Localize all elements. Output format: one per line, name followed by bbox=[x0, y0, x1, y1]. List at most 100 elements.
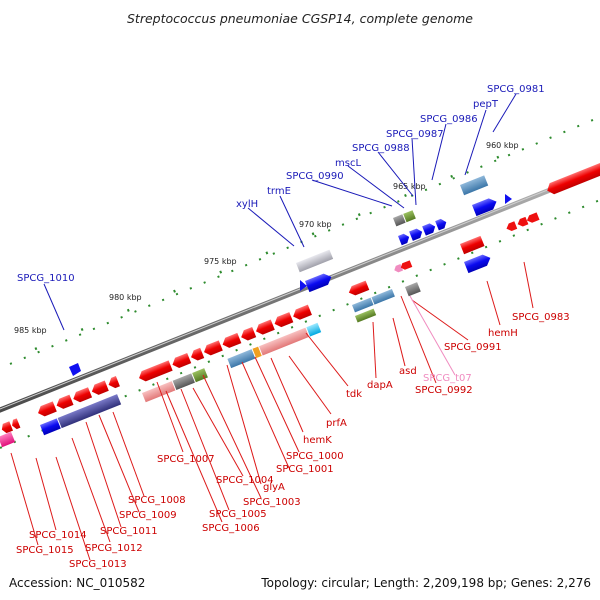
map-title: Streptococcus pneumoniae CGSP14, complet… bbox=[127, 11, 473, 26]
topology-summary: Topology: circular; Length: 2,209,198 bp… bbox=[260, 576, 591, 590]
gene-track bbox=[0, 162, 600, 448]
gene-block[interactable] bbox=[460, 235, 485, 255]
gene-label-spcg-1008[interactable]: SPCG_1008 bbox=[128, 495, 186, 506]
gene-block[interactable] bbox=[355, 308, 377, 323]
gene-label-spcg-1010[interactable]: SPCG_1010 bbox=[17, 273, 75, 284]
gene-label-spcg-t07[interactable]: SPCG_t07 bbox=[423, 373, 472, 384]
gene-arrow[interactable] bbox=[435, 217, 448, 231]
gene-label-glya[interactable]: glyA bbox=[263, 482, 285, 493]
gene-arrow[interactable] bbox=[189, 347, 205, 363]
gene-arrow[interactable] bbox=[545, 162, 600, 196]
gene-label-spcg-1001[interactable]: SPCG_1001 bbox=[276, 464, 334, 475]
gene-block[interactable] bbox=[172, 373, 195, 391]
gene-arrow[interactable] bbox=[170, 352, 192, 370]
accession-text: Accession: NC_010582 bbox=[9, 576, 145, 590]
gene-block[interactable] bbox=[352, 297, 374, 313]
gene-block[interactable] bbox=[371, 289, 395, 305]
gene-arrow[interactable] bbox=[516, 216, 529, 228]
gene-arrow[interactable] bbox=[305, 271, 334, 293]
gene-arrow[interactable] bbox=[505, 194, 512, 204]
gene-block[interactable] bbox=[306, 322, 322, 337]
gene-label-spcg-1009[interactable]: SPCG_1009 bbox=[119, 510, 177, 521]
gene-arrow[interactable] bbox=[464, 252, 493, 274]
gene-label-spcg-0983[interactable]: SPCG_0983 bbox=[512, 312, 570, 323]
gene-arrow[interactable] bbox=[221, 332, 242, 350]
gene-label-spcg-1015[interactable]: SPCG_1015 bbox=[16, 545, 74, 556]
gene-label-spcg-0986[interactable]: SPCG_0986 bbox=[420, 114, 478, 125]
gene-block[interactable] bbox=[296, 249, 334, 273]
gene-label-spcg-1012[interactable]: SPCG_1012 bbox=[85, 543, 143, 554]
gene-label-spcg-0990[interactable]: SPCG_0990 bbox=[286, 171, 344, 182]
gene-arrow[interactable] bbox=[399, 260, 413, 271]
gene-label-spcg-1000[interactable]: SPCG_1000 bbox=[286, 451, 344, 462]
gene-arrow[interactable] bbox=[393, 264, 404, 273]
gene-arrow[interactable] bbox=[472, 196, 499, 217]
gene-label-spcg-0992[interactable]: SPCG_0992 bbox=[415, 385, 473, 396]
gene-label-spcg-0991[interactable]: SPCG_0991 bbox=[444, 342, 502, 353]
gene-block[interactable] bbox=[460, 175, 489, 196]
gene-arrow[interactable] bbox=[239, 326, 257, 342]
gene-label-spcg-1004[interactable]: SPCG_1004 bbox=[216, 475, 274, 486]
gene-arrow[interactable] bbox=[505, 221, 518, 232]
gene-label-spcg-1011[interactable]: SPCG_1011 bbox=[100, 526, 158, 537]
gene-block[interactable] bbox=[405, 282, 421, 297]
gene-block[interactable] bbox=[40, 418, 61, 436]
gene-label-spcg-1014[interactable]: SPCG_1014 bbox=[29, 530, 87, 541]
gene-block[interactable] bbox=[403, 210, 416, 223]
gene-block[interactable] bbox=[142, 381, 176, 403]
gene-arrow[interactable] bbox=[347, 280, 370, 298]
scale-label-970: 970 kbp bbox=[299, 220, 332, 229]
gene-arrow[interactable] bbox=[71, 387, 93, 404]
gene-arrow[interactable] bbox=[525, 212, 540, 224]
gene-arrow[interactable] bbox=[10, 418, 21, 430]
scale-label-980: 980 kbp bbox=[109, 293, 142, 302]
gene-arrow[interactable] bbox=[398, 232, 411, 246]
gene-arrow[interactable] bbox=[291, 304, 312, 322]
gene-arrow[interactable] bbox=[55, 394, 74, 411]
gene-label-hemh[interactable]: hemH bbox=[488, 328, 518, 339]
gene-label-spcg-1013[interactable]: SPCG_1013 bbox=[69, 559, 127, 570]
gene-label-pept[interactable]: pepT bbox=[473, 99, 499, 110]
gene-label-dapa[interactable]: dapA bbox=[367, 380, 393, 391]
gene-arrow[interactable] bbox=[137, 360, 173, 383]
gene-label-spcg-1005[interactable]: SPCG_1005 bbox=[209, 509, 267, 520]
gene-arrow[interactable] bbox=[300, 280, 307, 291]
gene-label-spcg-0988[interactable]: SPCG_0988 bbox=[352, 143, 410, 154]
gene-label-tdk[interactable]: tdk bbox=[346, 389, 362, 400]
gene-arrow[interactable] bbox=[202, 340, 223, 357]
lower-leaders bbox=[10, 261, 534, 561]
gene-label-prfa[interactable]: prfA bbox=[326, 418, 347, 429]
scale-label-985: 985 kbp bbox=[14, 326, 47, 335]
gene-block[interactable] bbox=[192, 368, 208, 383]
gene-arrow[interactable] bbox=[409, 227, 424, 241]
gene-arrow[interactable] bbox=[36, 401, 57, 418]
gene-label-mscl[interactable]: mscL bbox=[335, 158, 361, 169]
gene-arrow[interactable] bbox=[107, 376, 120, 390]
gene-arrow[interactable] bbox=[273, 312, 294, 329]
trna-leader bbox=[409, 295, 456, 376]
scale-label-975: 975 kbp bbox=[204, 257, 237, 266]
gene-label-xylh[interactable]: xylH bbox=[236, 199, 258, 210]
gene-block[interactable] bbox=[0, 431, 16, 448]
upper-leaders bbox=[43, 93, 517, 331]
gene-block[interactable] bbox=[252, 346, 262, 359]
scale-label-960: 960 kbp bbox=[486, 141, 519, 150]
gene-label-spcg-1007[interactable]: SPCG_1007 bbox=[157, 454, 215, 465]
gene-label-spcg-0981[interactable]: SPCG_0981 bbox=[487, 84, 545, 95]
gene-block[interactable] bbox=[393, 214, 406, 227]
gene-label-spcg-1003[interactable]: SPCG_1003 bbox=[243, 497, 301, 508]
gene-label-asd[interactable]: asd bbox=[399, 366, 417, 377]
gene-block[interactable] bbox=[57, 394, 122, 429]
gene-arrow[interactable] bbox=[90, 380, 109, 397]
gene-arrow[interactable] bbox=[422, 222, 437, 236]
gene-arrow[interactable] bbox=[69, 363, 81, 376]
gene-label-trme[interactable]: trmE bbox=[267, 186, 291, 197]
gene-block[interactable] bbox=[227, 349, 256, 369]
gene-label-hemk[interactable]: hemK bbox=[303, 435, 332, 446]
gene-arrow[interactable] bbox=[0, 421, 13, 434]
gene-label-spcg-0987[interactable]: SPCG_0987 bbox=[386, 129, 444, 140]
gene-label-spcg-1006[interactable]: SPCG_1006 bbox=[202, 523, 260, 534]
gene-block[interactable] bbox=[258, 327, 310, 356]
gene-arrow[interactable] bbox=[254, 319, 275, 337]
